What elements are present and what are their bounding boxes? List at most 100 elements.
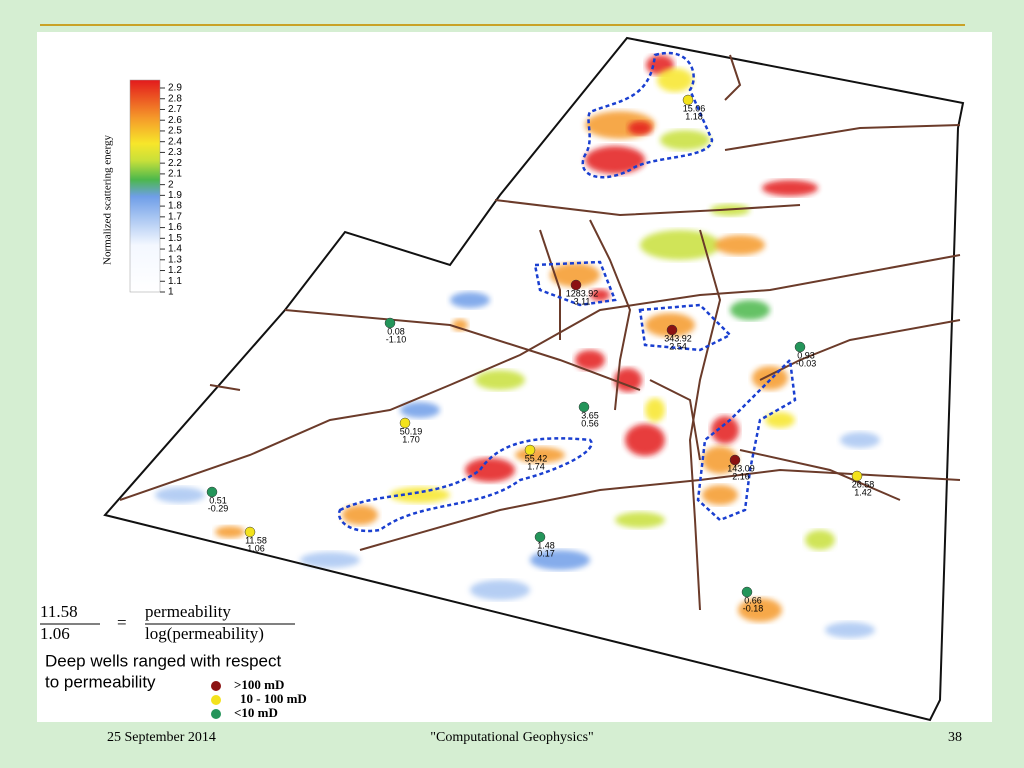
fault [724,54,742,101]
heat-blob [530,550,590,570]
well-permeability: 0.66 [744,595,762,605]
well-log-permeability: 3.11 [574,296,591,306]
colorbar-tick-label: 2.6 [168,115,182,126]
well-permeability: 50.19 [400,426,423,436]
heat-blob [342,505,378,525]
key-caption: to permeability [45,672,156,691]
well-log-permeability: 1.06 [247,543,265,553]
zone-outline [337,437,593,533]
legend-swatch [211,709,221,719]
colorbar-tick-label: 1.5 [168,233,182,244]
heat-blob [300,552,360,568]
well-permeability: 11.58 [245,535,267,545]
colorbar-tick-label: 2.8 [168,93,182,104]
heat-blob [640,230,720,260]
legend-label: <10 mD [234,705,278,720]
colorbar-tick-label: 1.8 [168,201,182,212]
well-permeability: 26.58 [852,479,875,489]
colorbar-tick-label: 1.9 [168,190,182,201]
well-permeability: 343.92 [664,333,692,343]
colorbar-tick-label: 2 [168,179,174,190]
heat-blob [155,487,205,503]
heat-blob [614,368,642,392]
zone-outline [696,357,797,522]
colorbar [129,79,161,293]
heat-blob [825,622,875,638]
footer-date: 25 September 2014 [107,730,216,745]
well-permeability: 0.93 [797,350,815,360]
colorbar-label: Normalized scattering energy [102,135,114,265]
heat-blob [657,68,693,92]
heat-blob [730,300,770,320]
well-log-permeability: 0.56 [581,418,599,428]
well-permeability: 3.65 [581,410,599,420]
heat-blob [805,530,835,550]
heat-blob [628,121,652,135]
colorbar-tick-label: 2.4 [168,136,182,147]
key-equals: = [117,613,127,632]
heat-blob [475,370,525,390]
well-marker [570,279,582,291]
well-marker [578,401,590,413]
heat-blob [840,432,880,448]
colorbar-tick-label: 1.7 [168,211,182,222]
heat-blob [550,263,600,287]
key-bottom: log(permeability) [145,624,264,643]
heat-blob [450,292,490,308]
heat-blob [465,458,515,482]
heat-blob [645,398,665,422]
well-log-permeability: 0.17 [537,548,555,558]
fault [209,384,241,391]
well-permeability: 55.42 [525,453,548,463]
fault [589,219,632,411]
well-marker [794,341,806,353]
key-numerator: 11.58 [40,602,78,621]
colorbar-tick-label: 2.3 [168,147,182,158]
well-log-permeability: 1.42 [854,487,872,497]
heat-blob [390,487,450,503]
well-marker [534,531,546,543]
outlines [337,51,797,533]
colorbar-tick-label: 2.1 [168,169,182,180]
colorbar-tick-label: 1 [168,287,174,298]
colorbar-tick-label: 1.3 [168,254,182,265]
heat-blob [762,180,818,196]
heat-blob [615,512,665,528]
colorbar-tick-label: 2.7 [168,104,182,115]
survey-boundary [103,36,965,722]
colorbar-tick-label: 2.5 [168,126,182,137]
well-log-permeability: -0.29 [208,503,229,513]
page-number: 38 [948,730,962,745]
wells: 15.061.18 1283.923.11 343.922.54 0.08-1.10 0… [206,94,875,613]
heat-blob [590,289,610,301]
colorbar-tick-label: 2.2 [168,158,182,169]
heat-blob [400,402,440,418]
colorbar-ticks: 11.11.21.31.41.51.61.71.81.922.12.22.32.… [160,83,182,298]
heat-blob [660,130,710,150]
key-top: permeability [145,602,231,621]
legend-swatch [211,681,221,691]
footer-title: "Computational Geophysics" [430,730,593,745]
well-permeability: 1283.92 [566,288,599,298]
well-log-permeability: 2.16 [732,471,750,481]
well-log-permeability: 1.18 [685,111,703,121]
well-marker [851,470,863,482]
well-permeability: 15.06 [683,103,706,113]
well-marker [399,417,411,429]
colorbar-tick-label: 1.4 [168,244,182,255]
fault [688,229,722,611]
heat-blob [645,313,695,337]
well-marker [682,94,694,106]
well-permeability: 143.09 [727,463,755,473]
well-permeability: 1.48 [537,540,555,550]
well-marker [384,317,396,329]
well-log-permeability: -1.10 [386,334,407,344]
heat-map [155,55,880,638]
well-log-permeability: -0.18 [743,603,764,613]
legend-swatch [211,695,221,705]
legend-label: 10 - 100 mD [240,691,307,706]
colorbar-tick-label: 1.6 [168,222,182,233]
